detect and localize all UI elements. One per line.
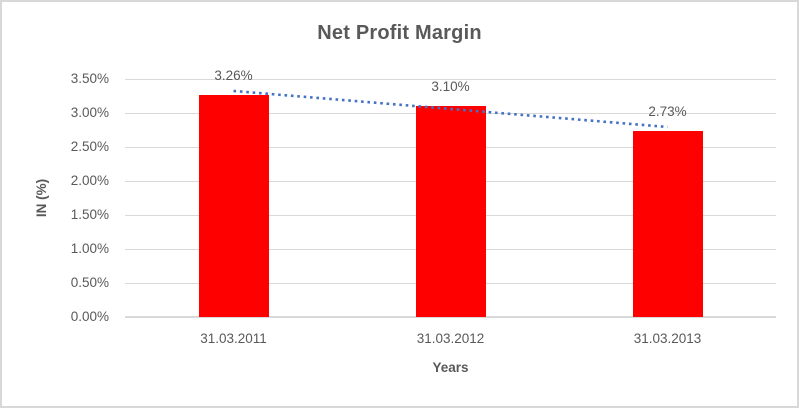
x-tick-label: 31.03.2012: [416, 331, 485, 346]
x-axis-line: [125, 316, 776, 318]
chart-title: Net Profit Margin: [317, 22, 482, 44]
trendline: [233, 89, 668, 129]
y-tick-label: 3.00%: [70, 105, 109, 120]
bar-31.03.2012: [415, 106, 486, 317]
x-tick-label: 31.03.2011: [200, 331, 267, 346]
data-label: 2.73%: [648, 104, 687, 120]
y-tick-label: 0.50%: [70, 275, 109, 290]
bar-31.03.2011: [198, 95, 269, 317]
y-tick-label: 1.00%: [70, 241, 109, 256]
y-tick-label: 0.00%: [70, 309, 109, 324]
y-tick-label: 2.00%: [70, 173, 109, 188]
x-tick-label: 31.03.2013: [633, 331, 702, 346]
y-tick-label: 1.50%: [70, 207, 109, 222]
data-label: 3.10%: [431, 79, 470, 95]
x-axis-title: Years: [432, 360, 469, 375]
y-tick-label: 2.50%: [70, 139, 109, 154]
gridline: [125, 79, 776, 80]
y-tick-label: 3.50%: [70, 71, 109, 86]
bar-31.03.2013: [632, 131, 703, 317]
data-label: 3.26%: [214, 68, 253, 84]
plot-area: 3.26% 3.10% 2.73%: [125, 68, 776, 318]
